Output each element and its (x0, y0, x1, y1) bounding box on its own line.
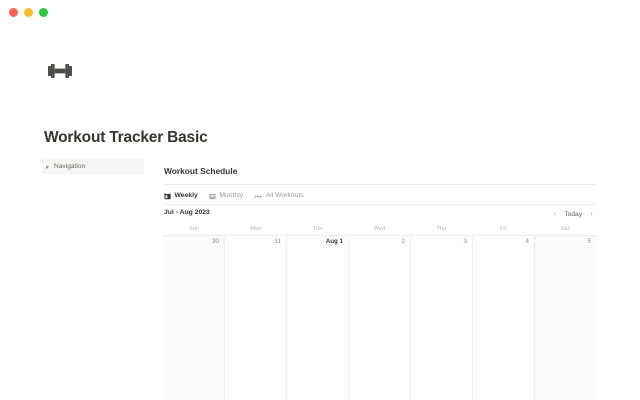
weekday-tue: Tue (312, 226, 323, 232)
day-cell[interactable]: 2 (349, 236, 411, 400)
tab-weekly[interactable]: Weekly (164, 187, 198, 206)
date-range-label: Jul - Aug 2023 (164, 209, 210, 216)
panel-title: Workout Schedule (164, 166, 238, 176)
calendar-grid: Sun Mon Tue Wed Thu Fri Sat 30 31 Aug 1 … (163, 224, 596, 400)
day-number: 3 (463, 238, 467, 245)
weekday-sat: Sat (560, 226, 570, 232)
navigation-toggle[interactable]: Navigation (42, 159, 144, 174)
weekday-header-row: Sun Mon Tue Wed Thu Fri Sat (163, 224, 596, 235)
calendar-month-icon (209, 187, 216, 205)
day-cell[interactable]: 4 (473, 236, 535, 400)
calendar-week-row: 30 31 Aug 1 2 3 4 5 (163, 235, 596, 400)
panel-divider (163, 184, 596, 185)
weekday-sun: Sun (188, 226, 199, 232)
workout-schedule-panel: Workout Schedule Weekly (163, 25, 596, 400)
tabs-underline (163, 204, 596, 205)
weekday-thu: Thu (436, 226, 447, 232)
previous-period-button[interactable]: ‹ (553, 211, 557, 218)
day-number: 30 (212, 238, 219, 245)
minimize-window-button[interactable] (24, 8, 33, 17)
tab-all-workouts-label: All Workouts (265, 192, 304, 199)
tab-weekly-label: Weekly (174, 192, 198, 199)
close-window-button[interactable] (9, 8, 18, 17)
traffic-light-group (9, 8, 48, 17)
weekday-wed: Wed (373, 226, 386, 232)
day-number: Aug 1 (325, 238, 343, 245)
tab-monthly[interactable]: Monthly (209, 188, 243, 203)
tab-all-workouts[interactable]: All Workouts (254, 188, 304, 203)
page-body: Workout Tracker Basic Navigation Workout… (0, 25, 640, 400)
date-range-row: Jul - Aug 2023 ‹ Today › (163, 208, 596, 222)
date-navigation: ‹ Today › (550, 208, 596, 221)
weekday-fri: Fri (499, 226, 507, 232)
day-cell[interactable]: 31 (225, 236, 287, 400)
tab-monthly-label: Monthly (219, 192, 244, 199)
document-column: Workout Tracker Basic Navigation (0, 25, 208, 400)
chevron-right-icon (46, 164, 49, 169)
view-tabs: Weekly Monthly (164, 187, 304, 206)
day-cell[interactable]: 5 (535, 236, 596, 400)
day-cell[interactable]: 30 (163, 236, 225, 400)
day-number: 4 (525, 238, 529, 245)
day-number: 2 (401, 238, 405, 245)
weekday-mon: Mon (250, 226, 262, 232)
page-title: Workout Tracker Basic (44, 129, 208, 146)
dumbbell-icon (46, 57, 74, 85)
title-bar (0, 0, 640, 25)
navigation-toggle-label: Navigation (54, 163, 86, 170)
day-number: 31 (274, 238, 281, 245)
day-cell[interactable]: 3 (411, 236, 473, 400)
day-cell[interactable]: Aug 1 (287, 236, 349, 400)
next-period-button[interactable]: › (590, 211, 593, 218)
maximize-window-button[interactable] (39, 8, 48, 17)
calendar-week-icon (164, 187, 171, 205)
day-number: 5 (587, 238, 591, 245)
arrows-horizontal-icon (254, 187, 262, 205)
today-button[interactable]: Today (564, 211, 582, 218)
